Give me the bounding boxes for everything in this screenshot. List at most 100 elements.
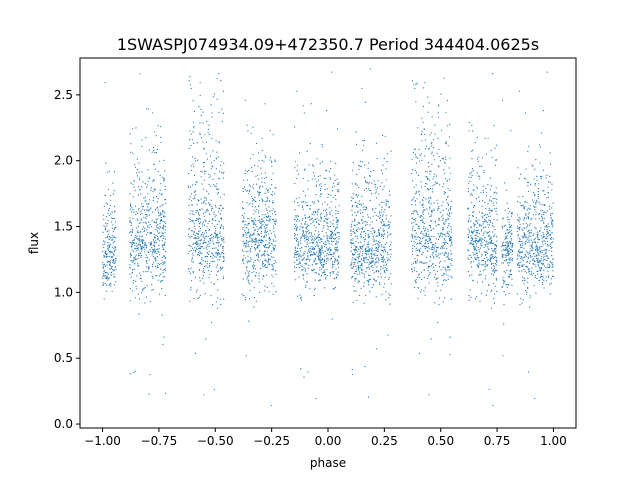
data-point — [300, 299, 302, 301]
data-point — [207, 223, 209, 225]
data-point — [366, 258, 368, 260]
data-point — [146, 257, 149, 259]
data-point — [444, 268, 446, 271]
data-point — [309, 258, 311, 260]
data-point — [447, 275, 449, 277]
data-point — [255, 241, 257, 243]
data-point — [367, 216, 369, 218]
data-point — [449, 207, 451, 209]
data-point — [536, 277, 538, 280]
data-point — [164, 241, 166, 243]
data-point — [552, 219, 554, 222]
data-point — [416, 259, 418, 261]
data-point — [146, 284, 148, 287]
data-point — [313, 247, 315, 249]
data-point — [536, 254, 538, 256]
data-point — [265, 208, 267, 210]
data-point — [537, 241, 539, 243]
data-point — [479, 240, 481, 242]
data-point — [134, 244, 136, 246]
data-point — [199, 250, 201, 252]
data-point — [540, 273, 543, 275]
data-point — [131, 228, 133, 231]
data-point — [443, 183, 445, 185]
data-point — [377, 230, 379, 232]
data-point — [136, 288, 138, 290]
data-point — [131, 207, 133, 209]
data-point — [496, 270, 498, 272]
data-point — [272, 269, 274, 271]
data-point — [377, 248, 379, 250]
data-point — [496, 219, 498, 221]
data-point — [541, 213, 543, 215]
data-point — [411, 222, 413, 224]
data-point — [531, 241, 534, 243]
data-point — [299, 262, 301, 264]
data-point — [304, 216, 306, 218]
data-point — [306, 243, 308, 245]
data-point — [350, 229, 352, 231]
data-point — [304, 240, 306, 242]
data-point — [351, 259, 353, 261]
data-point — [197, 199, 199, 201]
data-point — [206, 210, 208, 212]
data-point — [429, 226, 432, 228]
data-point — [418, 148, 420, 150]
data-point — [432, 228, 434, 230]
data-point — [451, 264, 453, 266]
data-point — [510, 251, 512, 253]
data-point — [272, 265, 274, 267]
data-point — [325, 262, 327, 264]
data-point — [309, 242, 311, 244]
data-point — [223, 252, 225, 255]
data-point — [360, 258, 362, 260]
data-point — [139, 189, 141, 191]
data-point — [316, 221, 318, 223]
data-point — [248, 223, 250, 225]
data-point — [113, 276, 115, 278]
data-point — [143, 287, 145, 290]
data-point — [504, 245, 506, 247]
data-point — [251, 197, 254, 200]
data-point — [211, 247, 213, 250]
data-point — [210, 205, 213, 207]
data-point — [242, 260, 244, 262]
data-point — [322, 227, 325, 229]
data-point — [262, 263, 264, 265]
data-point — [494, 147, 496, 149]
data-point — [375, 207, 377, 209]
data-point — [502, 241, 504, 243]
data-point — [448, 203, 450, 205]
data-point — [370, 171, 372, 173]
data-point — [156, 207, 158, 209]
data-point — [322, 146, 324, 148]
data-point — [261, 181, 263, 183]
data-point — [430, 220, 432, 222]
data-point — [472, 252, 474, 254]
data-point — [431, 211, 433, 213]
data-point — [302, 105, 304, 107]
data-point — [385, 203, 387, 205]
data-point — [382, 224, 384, 226]
data-point — [311, 241, 313, 243]
data-point — [418, 239, 421, 241]
data-point — [371, 233, 373, 235]
data-point — [197, 297, 199, 300]
data-point — [252, 233, 254, 236]
data-point — [357, 242, 359, 244]
data-point — [364, 180, 367, 182]
data-point — [478, 262, 480, 264]
data-point — [427, 178, 429, 180]
data-point — [523, 256, 526, 258]
data-point — [357, 227, 360, 229]
data-point — [313, 251, 315, 254]
data-point — [275, 270, 277, 272]
data-point — [264, 250, 266, 252]
data-point — [217, 211, 220, 213]
data-point — [253, 287, 255, 289]
data-point — [420, 215, 422, 217]
data-point — [332, 272, 335, 274]
data-point — [145, 242, 147, 244]
data-point — [372, 208, 374, 210]
data-point — [319, 253, 321, 255]
